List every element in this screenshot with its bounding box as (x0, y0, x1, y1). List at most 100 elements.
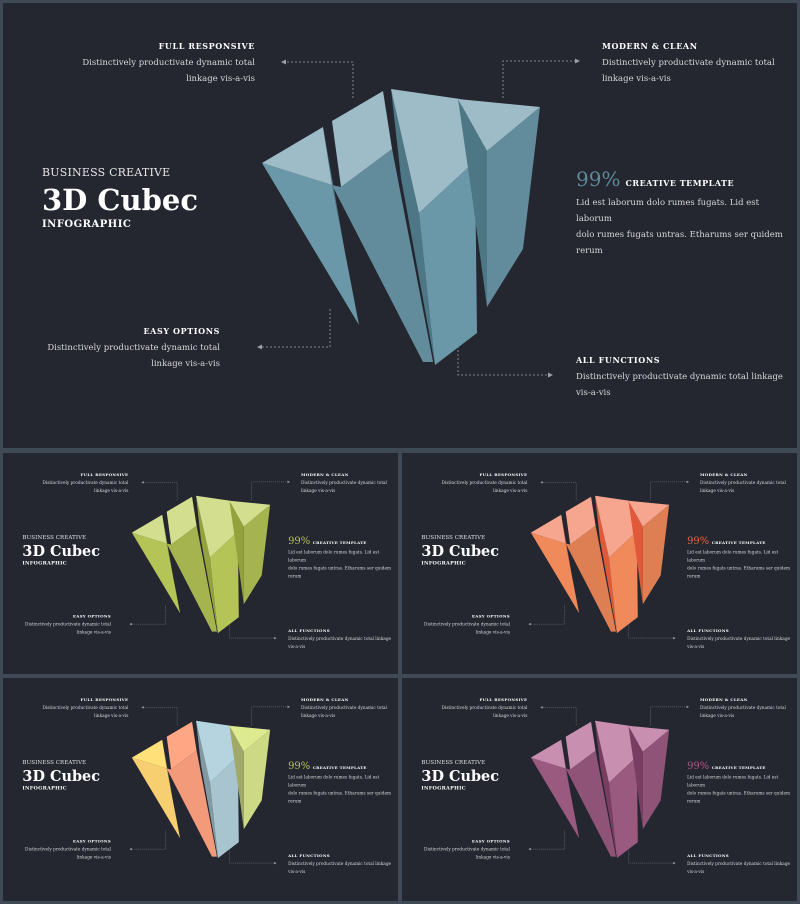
cube-pillar-3-front-face (608, 531, 638, 634)
cube-pillar-4-top-face (229, 725, 271, 752)
full-responsive-desc-line2: linkage vis-a-vis (493, 713, 528, 719)
slide-content: BUSINESS CREATIVE 3D Cubec INFOGRAPHIC F… (3, 453, 398, 674)
cube-pillar-3-side-face (196, 495, 218, 634)
modern-clean-desc-line2: linkage vis-a-vis (602, 74, 671, 84)
slide-purple-variant[interactable]: BUSINESS CREATIVE 3D Cubec INFOGRAPHIC F… (402, 678, 797, 901)
business-creative-label: BUSINESS CREATIVE (42, 166, 171, 179)
full-responsive-desc-line1: Distinctively productivate dynamic total (42, 705, 129, 711)
leader-lines (129, 705, 291, 865)
cube-pillar-4-front-face (642, 504, 670, 605)
percent-value: 99% (576, 167, 621, 191)
modern-clean-label: MODERN & CLEAN (700, 696, 748, 702)
cube-pillar-4-top-face (628, 725, 670, 752)
easy-options-desc-line1: Distinctively productivate dynamic total (25, 847, 111, 853)
slide-content: BUSINESS CREATIVE 3D Cubec INFOGRAPHIC F… (402, 678, 797, 899)
full-responsive-desc-line2: linkage vis-a-vis (94, 488, 129, 494)
cube-pillar-1-front-face (530, 757, 580, 839)
cube-pillar-3-front-face (608, 756, 638, 859)
easy-options-desc-line2: linkage vis-a-vis (76, 855, 111, 861)
creative-template-label: CREATIVE TEMPLATE (711, 765, 766, 771)
cube-pillar-4-front-face (642, 729, 670, 830)
cube-pillar-2-top-face (332, 91, 392, 187)
cube-pillar-2-front-face (166, 525, 217, 632)
cube-pillar-2-top-face (565, 721, 596, 770)
all-functions-desc: Distinctively productivate dynamic total… (288, 635, 395, 651)
easy-options-desc: Distinctively productivate dynamic total… (5, 846, 111, 862)
full-responsive-desc: Distinctively productivate dynamic total… (43, 55, 255, 87)
easy-options-desc-line1: Distinctively productivate dynamic total (47, 343, 220, 353)
creative-template-block: 99% CREATIVE TEMPLATE (288, 760, 367, 772)
cube-graphic (131, 495, 271, 634)
page-title: 3D Cubec (22, 767, 101, 785)
cube-pillar-3-top-face (595, 495, 637, 558)
slide-mixed-variant[interactable]: BUSINESS CREATIVE 3D Cubec INFOGRAPHIC F… (3, 678, 398, 901)
full-responsive-label: FULL RESPONSIVE (158, 41, 255, 51)
modern-clean-desc-line2: linkage vis-a-vis (301, 488, 336, 494)
all-functions-desc: Distinctively productivate dynamic total… (288, 860, 395, 876)
creative-template-desc-line2: dolo rumes fugats untras. Etharums ser q… (576, 230, 783, 256)
business-creative-label: BUSINESS CREATIVE (421, 759, 486, 766)
easy-options-desc-line2: linkage vis-a-vis (151, 359, 220, 369)
infographic-label: INFOGRAPHIC (421, 560, 466, 566)
modern-clean-label: MODERN & CLEAN (602, 41, 698, 51)
cube-pillar-3-side-face (595, 720, 617, 859)
creative-template-desc-line2: dolo rumes fugats untras. Etharums ser q… (687, 565, 790, 579)
page-title: 3D Cubec (421, 542, 500, 560)
creative-template-block: 99% CREATIVE TEMPLATE (288, 535, 367, 547)
cube-pillar-1-top-face (530, 739, 566, 769)
cube-pillar-4-side-face (628, 725, 643, 830)
all-functions-label: ALL FUNCTIONS (687, 628, 729, 634)
slide-orange-variant[interactable]: BUSINESS CREATIVE 3D Cubec INFOGRAPHIC F… (402, 453, 797, 674)
slide-main[interactable]: BUSINESS CREATIVE 3D Cubec INFOGRAPHIC F… (3, 3, 797, 448)
full-responsive-label: FULL RESPONSIVE (479, 696, 528, 702)
all-functions-desc-line1: Distinctively productivate dynamic total… (687, 636, 791, 642)
all-functions-desc: Distinctively productivate dynamic total… (687, 860, 794, 876)
cube-graphic (262, 89, 540, 365)
leader-lines (129, 480, 291, 640)
slide-green-variant[interactable]: BUSINESS CREATIVE 3D Cubec INFOGRAPHIC F… (3, 453, 398, 674)
creative-template-desc: Lid est laborum dolo rumes fugats. Lid e… (288, 774, 395, 806)
cube-pillar-2-top-face (565, 496, 596, 545)
cube-pillar-3-front-face (209, 531, 239, 634)
full-responsive-desc: Distinctively productivate dynamic total… (23, 704, 128, 720)
cube-pillar-4-side-face (458, 99, 487, 307)
cube-pillar-3-front-face (209, 756, 239, 859)
cube-pillar-4-side-face (229, 725, 244, 830)
creative-template-desc: Lid est laborum dolo rumes fugats. Lid e… (687, 774, 794, 806)
cube-pillar-1-front-face (530, 532, 580, 614)
easy-options-label: EASY OPTIONS (72, 838, 111, 844)
cube-pillar-4-side-face (628, 500, 643, 605)
cube-pillar-2-top-face (166, 721, 197, 770)
percent-value: 99% (687, 759, 710, 772)
infographic-label: INFOGRAPHIC (42, 219, 132, 230)
percent-value: 99% (288, 759, 311, 772)
modern-clean-desc-line1: Distinctively productivate dynamic total (301, 480, 387, 486)
cube-pillar-4-top-face (628, 500, 670, 527)
full-responsive-desc: Distinctively productivate dynamic total… (422, 479, 527, 495)
creative-template-desc-line1: Lid est laborum dolo rumes fugats. Lid e… (288, 775, 380, 788)
creative-template-desc: Lid est laborum dolo rumes fugats. Lid e… (687, 549, 794, 581)
creative-template-desc-line2: dolo rumes fugats untras. Etharums ser q… (288, 565, 391, 579)
full-responsive-desc-line2: linkage vis-a-vis (94, 713, 129, 719)
easy-options-desc-line2: linkage vis-a-vis (76, 630, 111, 636)
modern-clean-desc-line2: linkage vis-a-vis (700, 713, 735, 719)
modern-clean-label: MODERN & CLEAN (700, 471, 748, 477)
modern-clean-desc-line1: Distinctively productivate dynamic total (700, 480, 786, 486)
cube-pillar-3-top-face (595, 720, 637, 783)
page-title: 3D Cubec (42, 183, 198, 217)
all-functions-desc-line2: vis-a-vis (687, 644, 705, 650)
modern-clean-desc: Distinctively productivate dynamic total… (700, 704, 795, 720)
cube-pillar-3-front-face (419, 161, 477, 365)
creative-template-block: 99% CREATIVE TEMPLATE (687, 760, 766, 772)
cube-pillar-1-top-face (131, 514, 167, 544)
cube-pillar-2-front-face (166, 750, 217, 857)
all-functions-desc-line1: Distinctively productivate dynamic total… (288, 861, 392, 867)
cube-pillar-1-top-face (530, 514, 566, 544)
modern-clean-desc: Distinctively productivate dynamic total… (602, 55, 792, 87)
all-functions-desc-line2: vis-a-vis (687, 869, 705, 875)
cube-pillar-4-front-face (243, 729, 271, 830)
creative-template-desc-line1: Lid est laborum dolo rumes fugats. Lid e… (288, 550, 380, 563)
full-responsive-desc-line2: linkage vis-a-vis (493, 488, 528, 494)
full-responsive-desc: Distinctively productivate dynamic total… (422, 704, 527, 720)
easy-options-label: EASY OPTIONS (471, 838, 510, 844)
